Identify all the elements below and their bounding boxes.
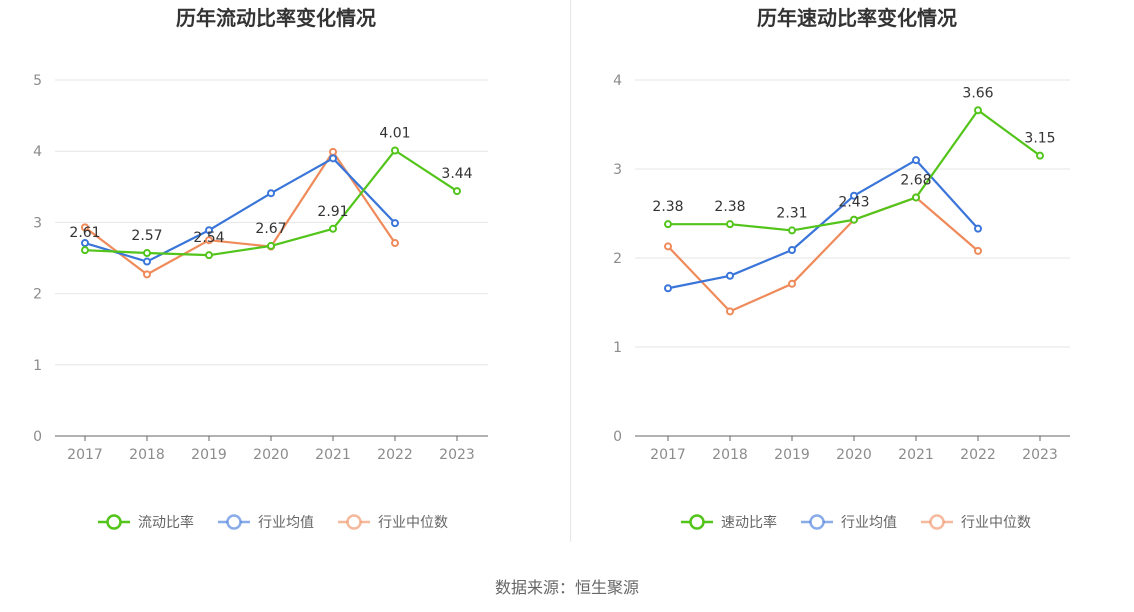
data-point[interactable] [974, 246, 982, 255]
x-tick-label: 2018 [712, 447, 748, 463]
y-tick-label: 4 [33, 144, 42, 160]
x-tick-label: 2019 [191, 447, 227, 463]
data-point[interactable] [664, 220, 672, 229]
y-tick-label: 5 [33, 73, 42, 89]
legend-label[interactable]: 速动比率 [721, 514, 777, 531]
data-label: 3.15 [1024, 131, 1055, 147]
data-label: 2.67 [255, 221, 286, 237]
data-label: 2.38 [652, 199, 683, 215]
series-line [84, 150, 396, 276]
legend-marker[interactable] [689, 514, 705, 530]
data-point[interactable] [81, 246, 89, 255]
x-tick-label: 2019 [774, 447, 810, 463]
data-label: 3.66 [962, 85, 993, 101]
data-label: 2.43 [838, 195, 869, 211]
data-point[interactable] [329, 224, 337, 233]
legend-label[interactable]: 行业中位数 [961, 515, 1031, 531]
data-point[interactable] [726, 307, 734, 316]
quick-ratio-chart: 历年速动比率变化情况 0 1 2 3 4 2017 2018 2019 2020 2021 2022 2… [567, 0, 1134, 560]
legend-label[interactable]: 流动比率 [138, 514, 194, 531]
data-point[interactable] [788, 279, 796, 288]
y-tick-label: 3 [613, 162, 622, 178]
x-tick-label: 2017 [67, 447, 103, 463]
data-point[interactable] [81, 223, 89, 232]
data-label: 2.54 [193, 230, 224, 246]
data-point[interactable] [974, 106, 982, 115]
x-tick-label: 2020 [836, 447, 872, 463]
data-point[interactable] [850, 215, 858, 224]
y-tick-label: 4 [613, 73, 622, 89]
data-point[interactable] [205, 251, 213, 260]
data-point[interactable] [1036, 151, 1044, 160]
data-point[interactable] [267, 189, 275, 198]
data-point[interactable] [329, 147, 337, 156]
y-tick-label: 0 [613, 429, 622, 445]
data-label: 2.31 [776, 205, 807, 221]
data-point[interactable] [81, 239, 89, 248]
current-ratio-chart-svg: 历年流动比率变化情况 0 1 2 3 4 5 2017 2018 2019 2020 2021 2022… [33, 6, 488, 531]
data-label: 2.91 [317, 204, 348, 220]
y-tick-label: 2 [33, 287, 42, 303]
data-point[interactable] [726, 271, 734, 280]
data-point[interactable] [143, 257, 151, 266]
legend-label[interactable]: 行业中位数 [378, 515, 448, 531]
legend-marker[interactable] [929, 514, 945, 530]
data-point[interactable] [850, 191, 858, 200]
y-tick-label: 1 [613, 340, 622, 356]
legend-marker[interactable] [226, 514, 242, 530]
legend-marker[interactable] [809, 514, 825, 530]
data-point[interactable] [664, 242, 672, 251]
data-point[interactable] [912, 156, 920, 165]
chart-title: 历年流动比率变化情况 [176, 6, 376, 30]
data-label: 2.68 [900, 172, 931, 188]
x-tick-label: 2023 [439, 447, 475, 463]
series-line [667, 159, 979, 290]
x-tick-label: 2020 [253, 447, 289, 463]
data-point[interactable] [205, 226, 213, 235]
quick-ratio-chart-svg: 历年速动比率变化情况 0 1 2 3 4 2017 2018 2019 2020 2021 2022 2… [613, 6, 1070, 531]
data-point[interactable] [267, 241, 275, 250]
y-tick-label: 0 [33, 429, 42, 445]
data-point[interactable] [143, 249, 151, 258]
series-line [84, 157, 396, 263]
x-tick-label: 2022 [960, 447, 996, 463]
legend-marker[interactable] [346, 514, 362, 530]
data-point[interactable] [664, 284, 672, 293]
data-point[interactable] [391, 239, 399, 248]
legend-marker[interactable] [106, 514, 122, 530]
data-label: 4.01 [379, 125, 410, 141]
data-point[interactable] [974, 224, 982, 233]
y-tick-label: 1 [33, 358, 42, 374]
x-tick-label: 2023 [1022, 447, 1058, 463]
data-point[interactable] [788, 245, 796, 254]
x-tick-label: 2017 [650, 447, 686, 463]
data-label: 3.44 [441, 166, 472, 182]
y-tick-label: 3 [33, 215, 42, 231]
data-point[interactable] [912, 193, 920, 202]
data-point[interactable] [391, 146, 399, 155]
legend-label[interactable]: 行业均值 [258, 515, 314, 531]
chart-divider [570, 0, 571, 542]
x-tick-label: 2022 [377, 447, 413, 463]
data-point[interactable] [205, 236, 213, 245]
y-tick-label: 2 [613, 251, 622, 267]
x-tick-label: 2021 [315, 447, 351, 463]
data-point[interactable] [329, 154, 337, 163]
data-point[interactable] [453, 187, 461, 196]
current-ratio-chart: 历年流动比率变化情况 0 1 2 3 4 5 2017 2018 2019 2020 2021 2022… [0, 0, 567, 560]
x-tick-label: 2018 [129, 447, 165, 463]
data-point[interactable] [391, 219, 399, 228]
data-label: 2.38 [714, 199, 745, 215]
data-point[interactable] [788, 226, 796, 235]
chart-title: 历年速动比率变化情况 [757, 6, 957, 30]
data-label: 2.61 [69, 225, 100, 241]
data-source-footer: 数据来源：恒生聚源 [494, 578, 639, 597]
series-line [667, 196, 979, 313]
x-tick-label: 2021 [898, 447, 934, 463]
data-label: 2.57 [131, 228, 162, 244]
data-point[interactable] [143, 270, 151, 279]
data-point[interactable] [726, 220, 734, 229]
legend-label[interactable]: 行业均值 [841, 515, 897, 531]
